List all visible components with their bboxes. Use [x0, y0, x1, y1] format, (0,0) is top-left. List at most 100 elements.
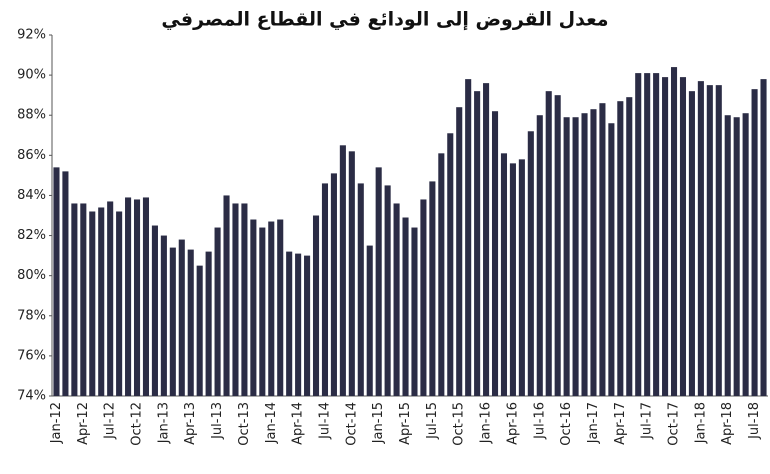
x-tick-label: Oct-17: [667, 402, 682, 446]
bar: [259, 227, 266, 396]
bar: [554, 95, 561, 397]
bar: [760, 79, 767, 396]
bar: [483, 83, 490, 396]
bar: [339, 145, 346, 396]
bar: [536, 115, 543, 396]
bar: [366, 245, 373, 396]
bar: [518, 159, 525, 396]
bar: [527, 131, 534, 396]
bar: [62, 171, 69, 396]
bar: [330, 173, 337, 396]
bar: [133, 199, 141, 396]
x-tick-label: Jul-18: [747, 402, 762, 440]
bar: [107, 201, 114, 396]
bar: [599, 103, 606, 396]
bar: [420, 199, 427, 396]
bar: [384, 185, 391, 396]
x-tick-label: Apr-16: [505, 402, 520, 445]
y-tick-label: 90%: [17, 68, 46, 83]
x-tick-label: Oct-12: [130, 402, 145, 446]
x-tick-label: Oct-16: [559, 402, 574, 446]
bar: [125, 197, 132, 396]
bar: [653, 73, 660, 396]
bar: [178, 239, 185, 396]
bar: [295, 253, 302, 396]
bar: [572, 117, 579, 396]
bar: [563, 117, 570, 396]
bar: [742, 113, 749, 396]
bar: [715, 85, 722, 396]
bar: [679, 77, 687, 396]
bar: [196, 265, 203, 396]
bar: [733, 117, 740, 396]
x-tick-label: Jul-16: [532, 402, 547, 440]
y-tick-label: 82%: [17, 228, 46, 243]
bar: [223, 195, 230, 396]
bar: [250, 219, 257, 396]
bar: [232, 203, 239, 396]
bar: [688, 91, 695, 397]
y-tick-label: 78%: [17, 308, 46, 323]
y-tick-label: 84%: [17, 188, 46, 203]
bar: [724, 115, 731, 396]
bar: [509, 163, 516, 396]
bar: [375, 167, 382, 396]
x-tick-label: Apr-15: [398, 402, 413, 445]
bar: [277, 219, 284, 396]
bar: [205, 251, 212, 396]
chart-title: معدل القروض إلى الودائع في القطاع المصرف…: [161, 9, 608, 31]
bar: [635, 73, 642, 396]
bar: [304, 255, 311, 396]
bar: [429, 181, 436, 396]
bar: [142, 197, 150, 396]
bar: [438, 153, 445, 396]
x-tick-label: Apr-18: [720, 402, 735, 445]
bar: [447, 133, 454, 396]
x-tick-label: Jan-14: [264, 402, 279, 444]
bar: [456, 107, 463, 396]
y-tick-label: 92%: [17, 28, 46, 43]
bar: [751, 89, 758, 397]
y-tick-label: 86%: [17, 148, 46, 163]
bar: [214, 227, 221, 396]
bar: [98, 207, 105, 396]
x-tick-label: Jan-18: [693, 402, 708, 444]
y-tick-label: 80%: [17, 268, 46, 283]
x-tick-label: Jul-15: [425, 402, 440, 440]
bar: [411, 227, 418, 396]
bar: [590, 109, 597, 396]
bar: [53, 167, 60, 396]
bar: [312, 215, 320, 396]
y-tick-label: 74%: [17, 389, 46, 404]
bar: [581, 113, 588, 396]
bar: [608, 123, 615, 396]
x-tick-label: Apr-14: [291, 402, 306, 445]
y-tick-label: 76%: [17, 348, 46, 363]
bar: [348, 151, 355, 396]
bar: [187, 249, 194, 396]
x-tick-label: Oct-15: [452, 402, 467, 446]
x-tick-label: Jul-14: [317, 402, 332, 440]
x-tick-label: Jul-17: [640, 402, 655, 440]
x-tick-label: Apr-17: [613, 402, 628, 445]
x-tick-label: Jan-12: [49, 402, 64, 444]
bar: [169, 247, 176, 396]
bar: [116, 211, 123, 396]
bar: [286, 251, 293, 396]
bar: [697, 81, 704, 396]
bar: [402, 217, 409, 396]
x-tick-label: Apr-12: [76, 402, 91, 445]
bar: [670, 67, 678, 396]
bar: [662, 77, 669, 396]
x-tick-label: Jul-12: [103, 402, 118, 440]
x-tick-label: Jan-15: [371, 402, 386, 444]
x-tick-label: Jan-16: [479, 402, 494, 444]
y-tick-label: 88%: [17, 108, 46, 123]
bar: [626, 97, 633, 396]
bar: [160, 235, 167, 396]
x-tick-label: Jan-13: [156, 402, 171, 444]
bar: [321, 183, 329, 396]
bar: [89, 211, 96, 396]
bar: [393, 203, 400, 396]
